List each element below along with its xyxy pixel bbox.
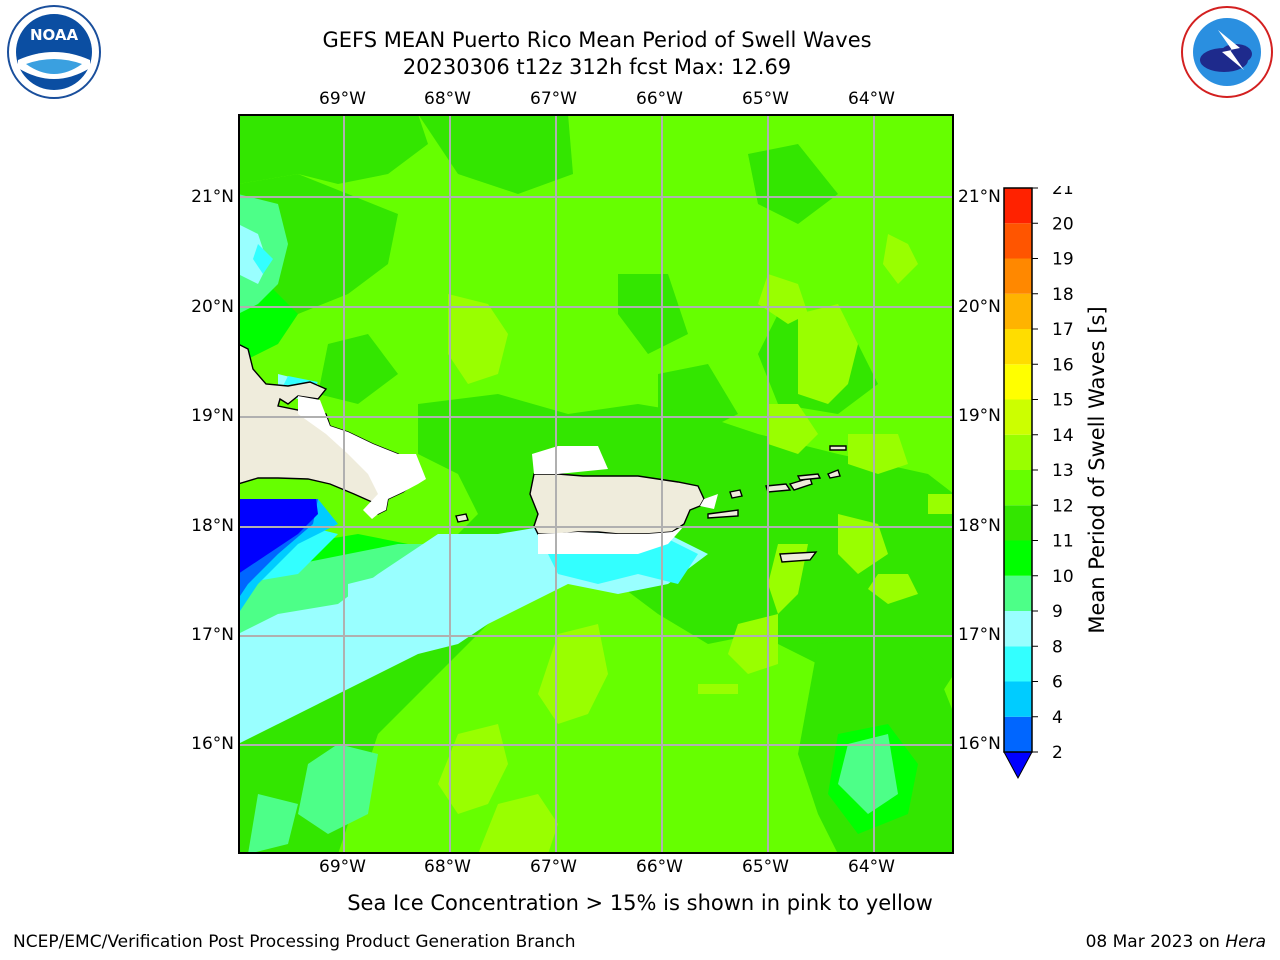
- colorbar-band: [1004, 434, 1032, 470]
- nws-logo: [1181, 6, 1273, 98]
- colorbar-tick-label: 21: [1052, 186, 1074, 199]
- lat-tick-right: 18°N: [958, 516, 1001, 536]
- colorbar-band: [1004, 611, 1032, 647]
- colorbar-band: [1004, 470, 1032, 506]
- lon-tick-bottom: 69°W: [319, 857, 366, 877]
- map-frame: [238, 114, 954, 854]
- swell-period-map: [238, 114, 954, 854]
- colorbar-tick-label: 15: [1052, 391, 1074, 411]
- lon-tick-top: 67°W: [530, 89, 577, 109]
- colorbar-under-triangle: [1003, 751, 1033, 780]
- noaa-logo-text: NOAA: [30, 26, 79, 44]
- map-subtitle: 20230306 t12z 312h fcst Max: 12.69: [402, 55, 792, 79]
- lon-tick-bottom: 66°W: [636, 857, 683, 877]
- colorbar-tick-label: 11: [1052, 532, 1074, 552]
- colorbar-tick-label: 2: [1052, 743, 1063, 763]
- colorbar-tick-label: 18: [1052, 285, 1074, 305]
- footer-credit: NCEP/EMC/Verification Post Processing Pr…: [13, 932, 576, 952]
- lat-tick-right: 16°N: [958, 734, 1001, 754]
- colorbar-tick-label: 10: [1052, 567, 1074, 587]
- graticule: [238, 114, 954, 854]
- lon-tick-bottom: 67°W: [530, 857, 577, 877]
- lon-tick-top: 66°W: [636, 89, 683, 109]
- colorbar-band: [1004, 293, 1032, 329]
- colorbar-tick-label: 20: [1052, 214, 1074, 234]
- lon-tick-top: 64°W: [848, 89, 895, 109]
- lat-tick-right: 21°N: [958, 187, 1001, 207]
- sea-ice-caption: Sea Ice Concentration > 15% is shown in …: [347, 891, 933, 915]
- colorbar-tick-label: 6: [1052, 673, 1063, 693]
- lon-tick-bottom: 64°W: [848, 857, 895, 877]
- colorbar-title: Mean Period of Swell Waves [s]: [1085, 306, 1109, 634]
- colorbar-tick-label: 14: [1052, 426, 1074, 446]
- lat-tick-left: 16°N: [191, 734, 234, 754]
- noaa-logo: NOAA: [7, 5, 101, 99]
- lat-tick-right: 20°N: [958, 297, 1001, 317]
- lat-tick-left: 20°N: [191, 297, 234, 317]
- lat-tick-left: 21°N: [191, 187, 234, 207]
- colorbar-band: [1004, 258, 1032, 294]
- footer-date-text: 08 Mar 2023 on: [1085, 932, 1226, 952]
- lat-tick-right: 17°N: [958, 625, 1001, 645]
- lon-tick-bottom: 65°W: [742, 857, 789, 877]
- colorbar-tick-label: 12: [1052, 496, 1074, 516]
- lon-tick-top: 65°W: [742, 89, 789, 109]
- lon-tick-bottom: 68°W: [424, 857, 471, 877]
- colorbar-band: [1004, 364, 1032, 400]
- colorbar-band: [1004, 223, 1032, 259]
- colorbar-tick-label: 4: [1052, 708, 1063, 728]
- lon-tick-top: 69°W: [319, 89, 366, 109]
- colorbar-band: [1004, 188, 1032, 224]
- colorbar-tick-label: 8: [1052, 637, 1063, 657]
- colorbar-band: [1004, 399, 1032, 435]
- colorbar-tick-label: 9: [1052, 602, 1063, 622]
- lat-tick-left: 19°N: [191, 406, 234, 426]
- colorbar-tick-label: 19: [1052, 250, 1074, 270]
- lat-tick-left: 18°N: [191, 516, 234, 536]
- colorbar-tick-label: 17: [1052, 320, 1074, 340]
- colorbar-band: [1004, 505, 1032, 541]
- lon-tick-top: 68°W: [424, 89, 471, 109]
- colorbar: 2 4 6 8 9 10 11 12 13 14 15 16 17 18 19 20 21: [1003, 186, 1074, 780]
- colorbar-band: [1004, 329, 1032, 365]
- colorbar-band: [1004, 540, 1032, 576]
- colorbar-band: [1004, 716, 1032, 752]
- colorbar-band: [1004, 646, 1032, 682]
- map-title: GEFS MEAN Puerto Rico Mean Period of Swe…: [322, 28, 872, 52]
- lat-tick-right: 19°N: [958, 406, 1001, 426]
- colorbar-band: [1004, 681, 1032, 717]
- land-mask: [298, 396, 718, 554]
- colorbar-tick-label: 13: [1052, 461, 1074, 481]
- contour-under-2s: [238, 499, 318, 574]
- lat-tick-left: 17°N: [191, 625, 234, 645]
- colorbar-band: [1004, 575, 1032, 611]
- footer-machine: Hera: [1225, 932, 1266, 952]
- footer-date: 08 Mar 2023 on Hera: [1086, 932, 1266, 952]
- colorbar-tick-label: 16: [1052, 355, 1074, 375]
